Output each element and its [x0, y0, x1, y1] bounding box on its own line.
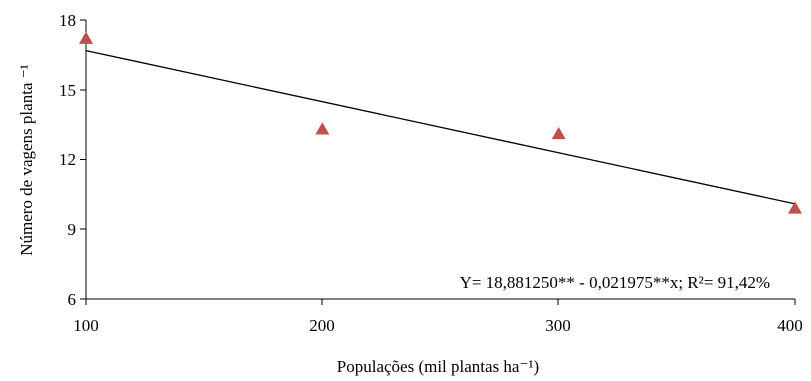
y-tick-label: 18: [59, 11, 76, 30]
y-axis-title: Número de vagens planta ⁻¹: [17, 64, 36, 256]
trend-line: [85, 49, 796, 205]
x-tick-label: 300: [545, 316, 571, 335]
x-tick-label: 400: [777, 316, 803, 335]
y-tick-label: 9: [68, 220, 77, 239]
y-tick-label: 12: [59, 150, 76, 169]
y-tick-label: 15: [59, 81, 76, 100]
y-tick-label: 6: [68, 290, 77, 309]
data-point: [788, 201, 802, 214]
x-tick-label: 200: [309, 316, 335, 335]
x-tick-group: 100 200 300 400: [73, 299, 803, 335]
data-point: [315, 122, 330, 135]
data-markers: [79, 31, 802, 214]
data-point: [79, 31, 93, 44]
x-tick-label: 100: [73, 316, 99, 335]
data-point: [551, 126, 566, 140]
regression-equation: Y= 18,881250** - 0,021975**x; R²= 91,42%: [460, 273, 770, 292]
x-axis-title: Populações (mil plantas ha⁻¹): [337, 357, 539, 376]
y-tick-group: 6 9 12 15 18: [59, 11, 86, 309]
